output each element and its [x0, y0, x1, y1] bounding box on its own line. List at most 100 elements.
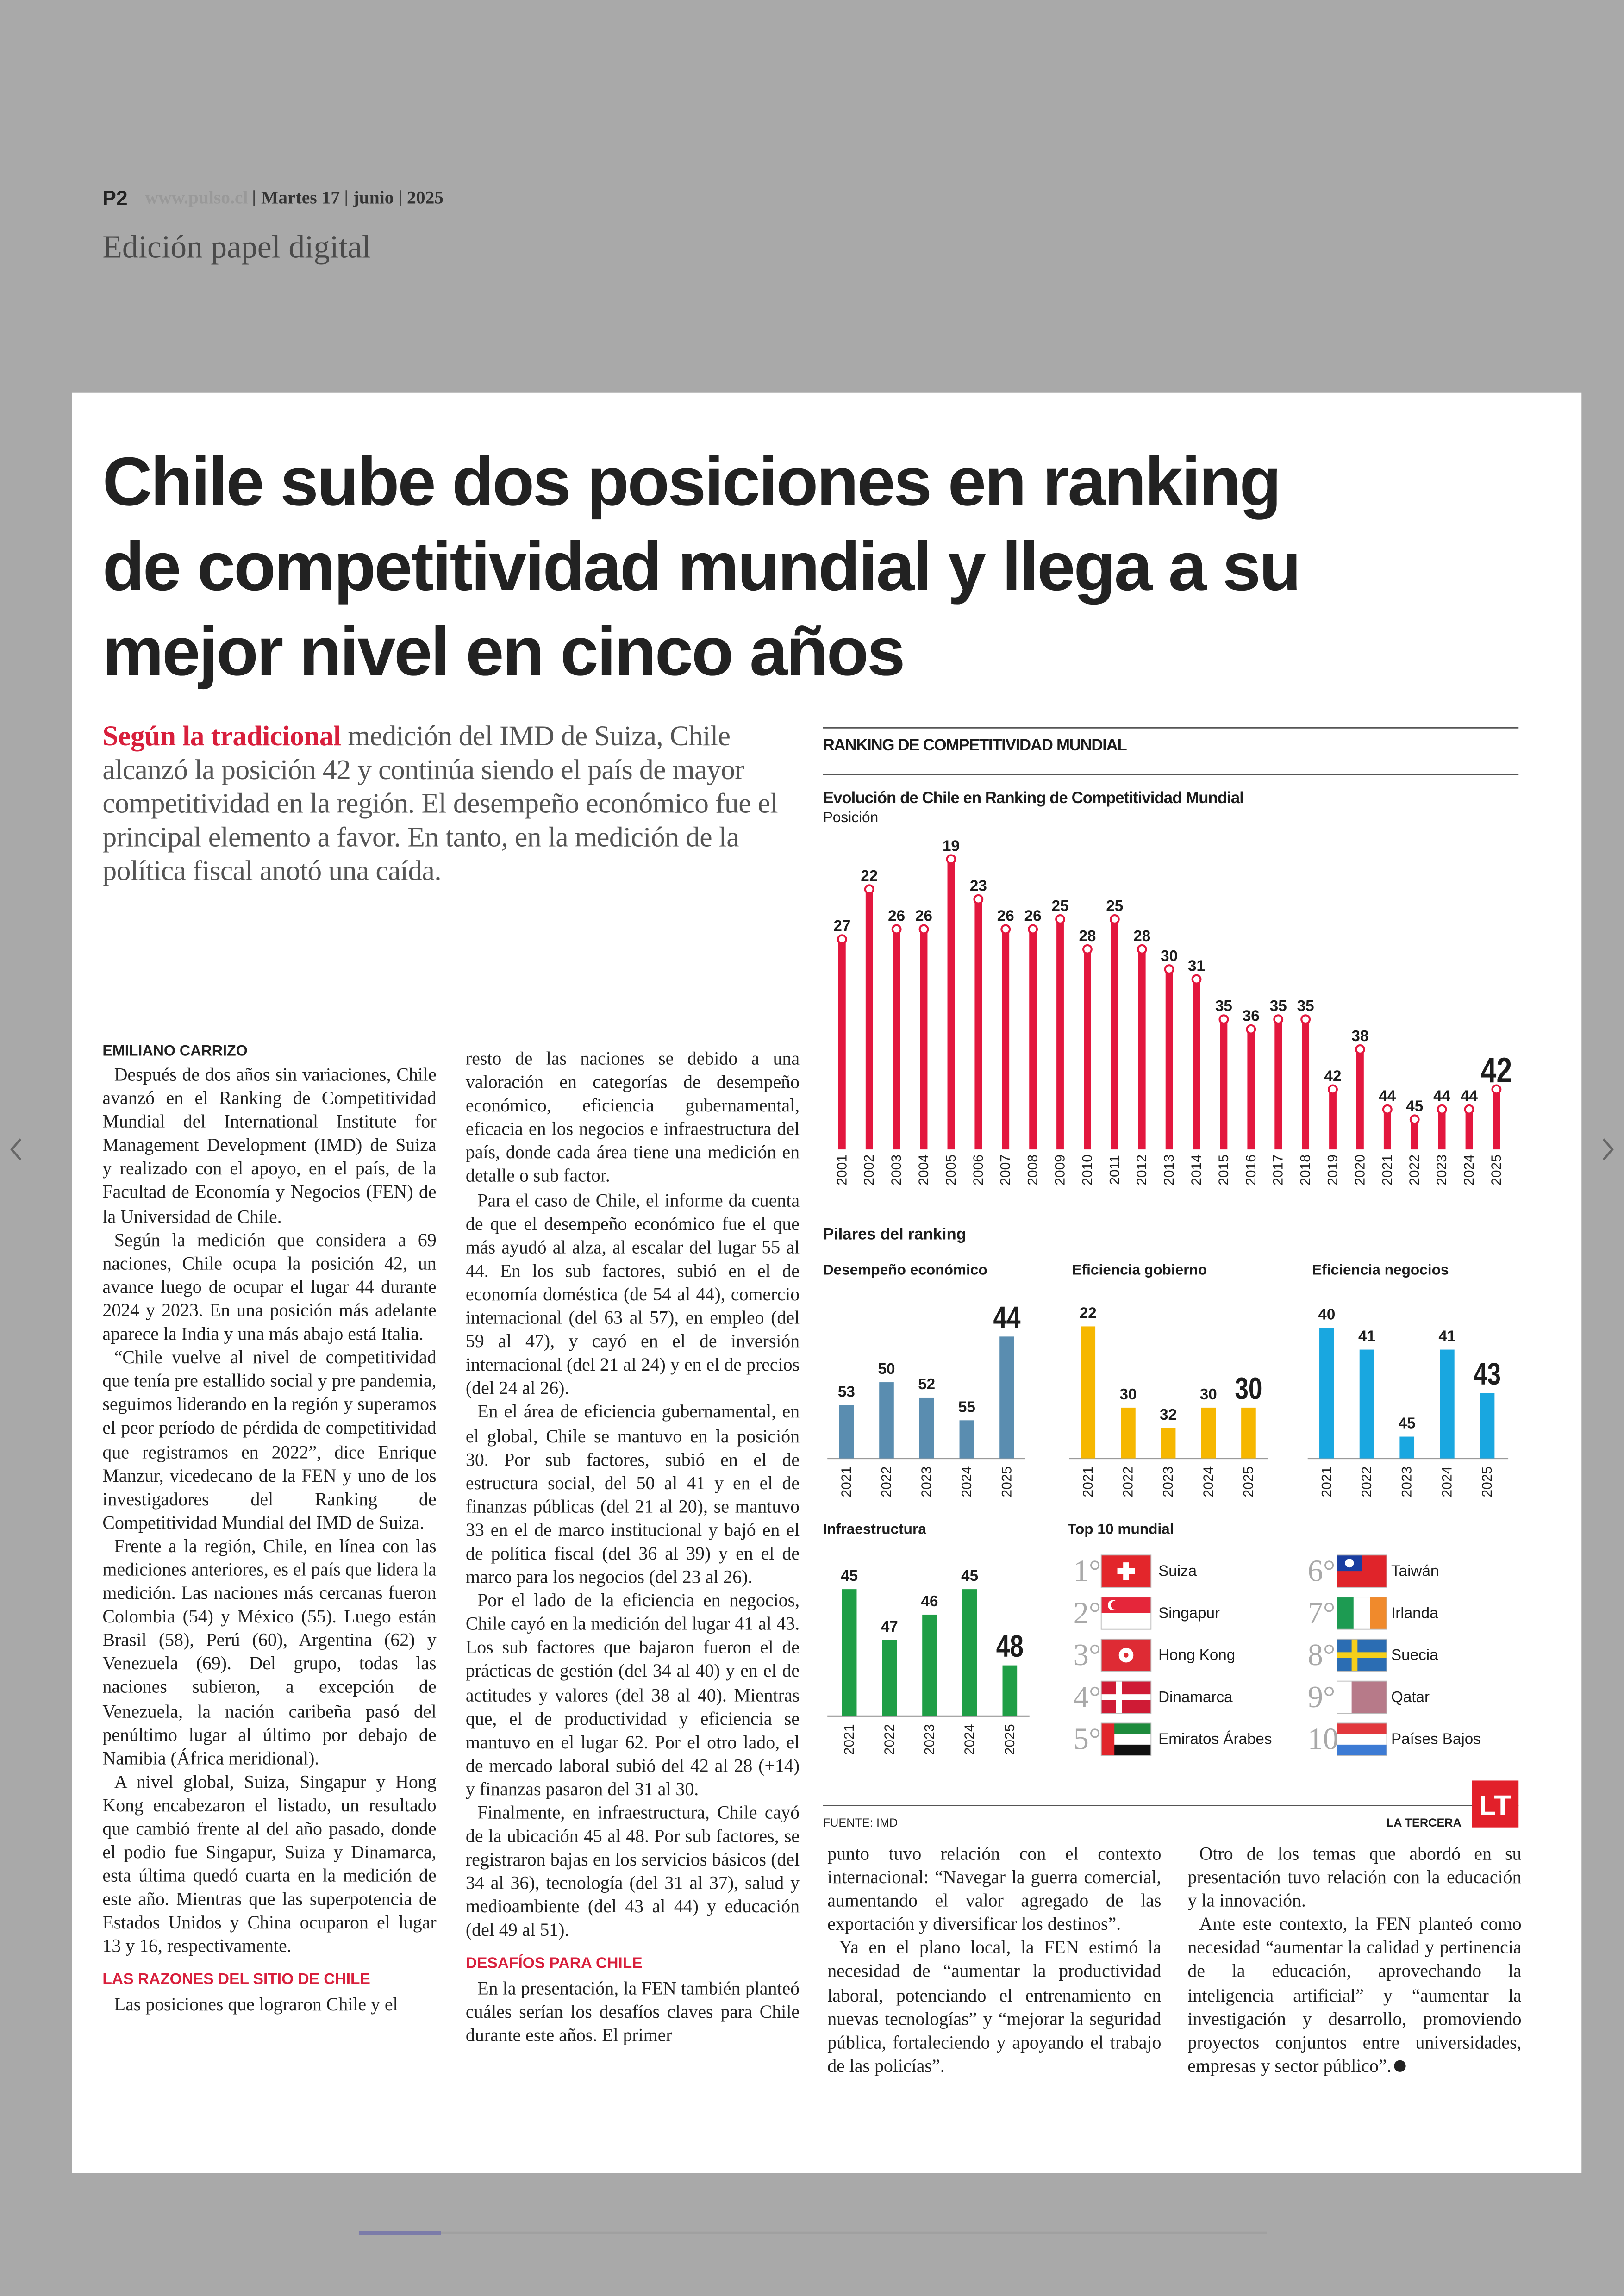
brand: LA TERCERA — [1387, 1816, 1462, 1829]
paragraph: Las posiciones que lograron Chile y el — [102, 1992, 436, 2016]
separator — [345, 189, 347, 206]
flag-part — [1337, 1734, 1387, 1745]
value-label: 41 — [1438, 1328, 1455, 1345]
value-label: 35 — [1215, 998, 1232, 1015]
bar — [1359, 1349, 1374, 1459]
value-label: 19 — [943, 837, 960, 855]
next-page[interactable] — [1602, 1138, 1614, 1160]
value-label: 26 — [997, 908, 1014, 925]
paragraph: Ante este contexto, la FEN planteó como … — [1187, 1913, 1521, 2078]
flag-part — [1101, 1723, 1115, 1756]
value-label: 30 — [1200, 1386, 1217, 1403]
bar — [842, 1589, 857, 1716]
value-label: 45 — [1406, 1098, 1423, 1115]
paragraph: Otro de los temas que abordó en su prese… — [1187, 1842, 1521, 1913]
bar — [1201, 1407, 1216, 1459]
country: Singapur — [1158, 1604, 1220, 1622]
bar-dot — [1137, 944, 1147, 955]
bar-dot — [1000, 924, 1011, 935]
value-label: 40 — [1318, 1306, 1335, 1323]
paragraph: A nivel global, Suiza, Singapur y Hong K… — [102, 1770, 436, 1959]
x-tick-label: 2003 — [889, 1154, 904, 1185]
paragraph-text: Otro de los temas que abordó en su prese… — [1187, 1843, 1522, 1911]
day: Martes 17 — [261, 187, 340, 207]
x-tick-label: 2022 — [1359, 1466, 1374, 1497]
headline-line: mejor nivel en cinco años — [102, 612, 905, 690]
x-tick-label: 2023 — [1434, 1154, 1449, 1185]
logo — [1472, 1780, 1519, 1828]
bar-dot — [946, 854, 956, 865]
x-tick-label: 2025 — [999, 1466, 1015, 1497]
x-tick-label: 2022 — [1407, 1154, 1422, 1185]
flag-part — [1124, 1653, 1129, 1658]
column: Otro de los temas que abordó en su prese… — [1187, 1842, 1521, 2078]
edition: Edición papel digital — [102, 228, 371, 265]
bar-dot — [1082, 944, 1093, 955]
paragraph-text: Según la medición que considera a 69 nac… — [102, 1229, 437, 1344]
chart-title: Evolución de Chile en Ranking de Competi… — [823, 789, 1243, 807]
bar — [893, 929, 900, 1150]
flag-border — [1337, 1638, 1387, 1672]
x-tick-label: 2013 — [1162, 1154, 1177, 1185]
paragraph: Después de dos años sin variaciones, Chi… — [102, 1063, 436, 1228]
bar-dot — [918, 924, 929, 935]
section-title: Top 10 mundial — [1068, 1520, 1174, 1537]
column: EMILIANO CARRIZO Después de dos años sin … — [102, 1042, 436, 2016]
value-label: 38 — [1351, 1028, 1368, 1045]
source: FUENTE: IMD — [823, 1816, 898, 1829]
bar — [1319, 1328, 1334, 1459]
rank: 9° — [1308, 1680, 1336, 1714]
bar — [962, 1589, 977, 1716]
bar — [1440, 1349, 1455, 1459]
paragraph: Frente a la región, Chile, en línea con … — [102, 1535, 436, 1770]
chart-title: Infraestructura — [823, 1520, 927, 1537]
value-label: 26 — [915, 908, 932, 925]
country: Países Bajos — [1391, 1731, 1481, 1748]
value-label: 25 — [1052, 898, 1069, 915]
bar — [1002, 1665, 1018, 1716]
paragraph-text: resto de las naciones se debido a una va… — [465, 1048, 800, 1187]
bar — [1383, 1109, 1391, 1150]
year: 2025 — [406, 187, 444, 207]
value-label: 44 — [1379, 1088, 1396, 1105]
x-tick-label: 2012 — [1134, 1154, 1149, 1185]
x-tick-label: 2023 — [1161, 1466, 1176, 1497]
bar-dot — [1491, 1084, 1502, 1095]
x-tick-label: 2024 — [1462, 1154, 1477, 1185]
bar — [1111, 919, 1118, 1150]
paragraph: Para el caso de Chile, el informe da cue… — [466, 1188, 800, 1400]
x-tick-label: 2015 — [1216, 1154, 1231, 1185]
previous-page[interactable] — [10, 1138, 22, 1160]
section-title: Pilares del ranking — [823, 1226, 966, 1243]
separator — [400, 189, 401, 206]
flag-part — [1345, 1559, 1354, 1568]
x-tick-label: 2023 — [922, 1724, 937, 1755]
bar — [865, 889, 873, 1150]
country: Dinamarca — [1158, 1689, 1233, 1706]
bar — [959, 1420, 974, 1459]
x-tick-label: 2018 — [1298, 1154, 1313, 1185]
bar — [1002, 929, 1010, 1150]
x-tick-label: 2017 — [1271, 1154, 1286, 1185]
flag — [1100, 1722, 1152, 1756]
value-label: 30 — [1235, 1372, 1262, 1406]
end-mark — [1394, 2060, 1406, 2072]
bar — [999, 1336, 1014, 1459]
x-tick-label: 2021 — [839, 1466, 854, 1497]
paragraph: resto de las naciones se debido a una va… — [466, 1047, 800, 1188]
x-tick-label: 2019 — [1325, 1154, 1341, 1185]
value-label: 44 — [1461, 1088, 1478, 1105]
bar — [1356, 1049, 1364, 1150]
value-label: 32 — [1160, 1406, 1177, 1423]
flag — [1100, 1638, 1152, 1672]
bar — [1493, 1089, 1500, 1150]
bar — [879, 1382, 894, 1459]
bar-dot — [1246, 1024, 1256, 1035]
value-label: 52 — [918, 1376, 935, 1393]
country: Taiwán — [1391, 1563, 1439, 1580]
bar — [838, 939, 846, 1150]
bar-dot — [1355, 1044, 1365, 1054]
x-tick-label: 2022 — [882, 1724, 897, 1755]
